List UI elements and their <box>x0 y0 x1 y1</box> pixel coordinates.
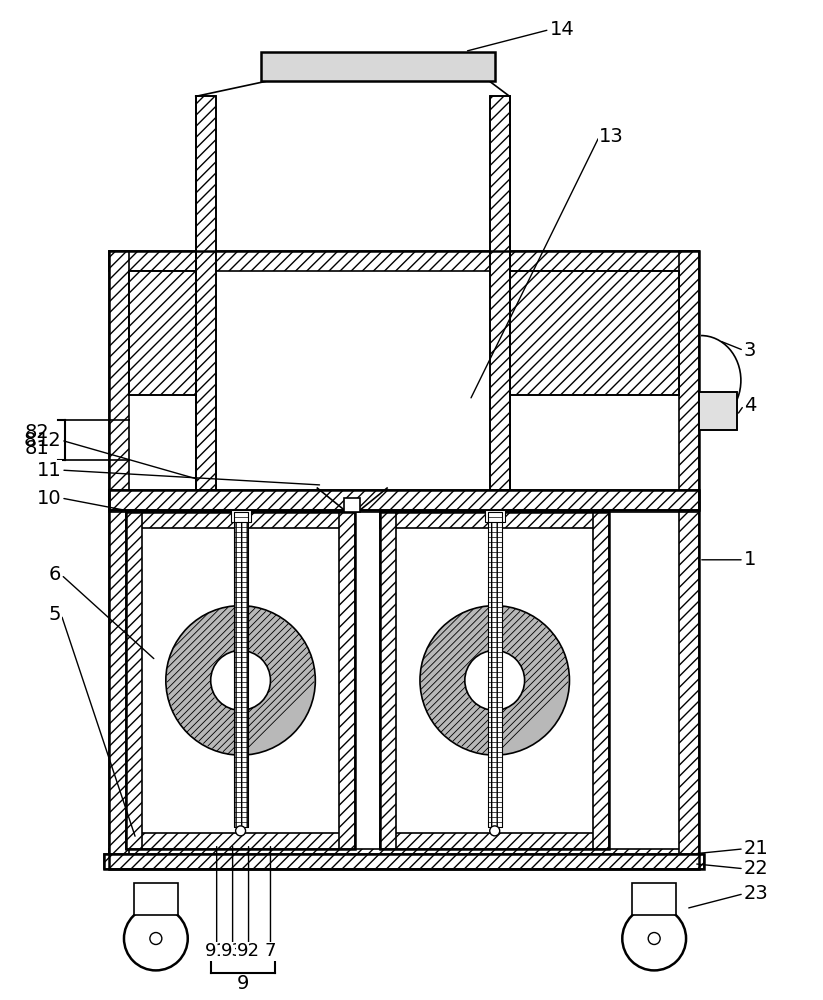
Text: 8: 8 <box>24 431 36 450</box>
Text: 12: 12 <box>36 431 61 450</box>
Bar <box>230 510 250 522</box>
Circle shape <box>150 933 162 944</box>
Bar <box>509 271 679 395</box>
Bar <box>129 271 196 395</box>
Bar <box>699 392 737 430</box>
Bar <box>196 96 216 490</box>
Bar <box>109 251 699 271</box>
Bar <box>344 498 360 512</box>
Bar <box>488 512 502 827</box>
Bar <box>104 854 704 869</box>
Bar <box>632 883 677 915</box>
Text: 23: 23 <box>744 884 769 903</box>
Circle shape <box>622 907 686 970</box>
Bar <box>109 251 129 869</box>
Circle shape <box>124 907 188 970</box>
Bar <box>485 510 504 522</box>
Text: 81: 81 <box>25 439 49 458</box>
Bar <box>196 96 216 490</box>
Bar <box>109 251 699 869</box>
Bar <box>380 512 609 528</box>
Bar <box>380 512 609 849</box>
Circle shape <box>420 606 570 755</box>
Bar <box>109 490 699 510</box>
Text: 6: 6 <box>49 565 61 584</box>
Circle shape <box>165 606 315 755</box>
Bar <box>488 512 502 827</box>
Text: 22: 22 <box>744 859 769 878</box>
Circle shape <box>649 933 660 944</box>
Text: 5: 5 <box>49 605 61 624</box>
Bar <box>234 512 248 827</box>
Bar <box>490 96 509 490</box>
Text: 9: 9 <box>237 974 249 993</box>
Circle shape <box>465 650 524 710</box>
Text: 4: 4 <box>744 396 756 415</box>
Bar <box>679 251 699 869</box>
Bar <box>126 512 356 528</box>
Bar <box>380 833 609 849</box>
Bar <box>129 271 196 395</box>
Circle shape <box>211 650 271 710</box>
Bar <box>339 512 356 849</box>
Circle shape <box>490 826 500 836</box>
Bar <box>109 490 699 510</box>
Text: 3: 3 <box>744 341 756 360</box>
Text: 11: 11 <box>36 461 61 480</box>
Bar <box>490 96 509 490</box>
Bar <box>126 833 356 849</box>
Bar <box>509 271 679 395</box>
Bar <box>593 512 609 849</box>
Bar <box>109 849 699 869</box>
Bar <box>134 883 178 915</box>
Text: 1: 1 <box>744 550 756 569</box>
Text: 21: 21 <box>744 839 769 858</box>
Text: 14: 14 <box>550 20 574 39</box>
Text: 7: 7 <box>265 942 277 960</box>
Bar <box>126 512 356 849</box>
Bar <box>234 512 248 827</box>
Bar <box>380 512 396 849</box>
Text: 92: 92 <box>237 942 260 960</box>
Bar <box>104 854 704 869</box>
Text: 91: 91 <box>205 942 228 960</box>
Text: 93: 93 <box>221 942 244 960</box>
Text: 10: 10 <box>36 489 61 508</box>
Text: 13: 13 <box>599 127 624 146</box>
Circle shape <box>235 826 245 836</box>
Bar <box>126 512 142 849</box>
Bar <box>699 392 737 430</box>
Text: 82: 82 <box>25 423 49 442</box>
Bar <box>261 52 495 81</box>
